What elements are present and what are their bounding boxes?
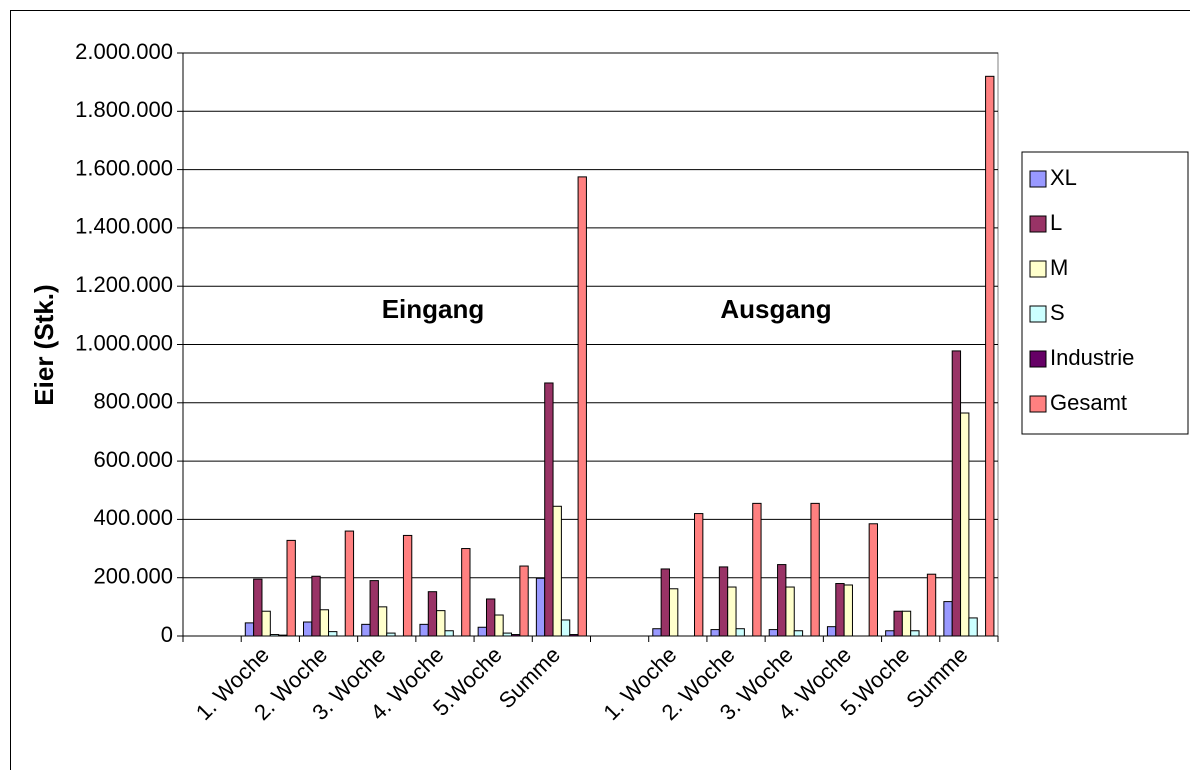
bar — [985, 75, 995, 637]
y-tick-label: 200.000 — [93, 564, 173, 589]
bar — [319, 609, 330, 637]
bar — [727, 586, 737, 637]
bar — [269, 634, 280, 637]
bar — [843, 584, 853, 637]
bar — [502, 632, 513, 637]
bar — [535, 577, 546, 637]
bar — [253, 578, 263, 637]
bar — [344, 530, 355, 637]
bar — [577, 176, 587, 637]
y-tick-label: 1.200.000 — [75, 272, 173, 297]
legend-swatch — [1029, 305, 1047, 323]
bar — [943, 601, 953, 637]
bar — [511, 634, 521, 637]
bar — [652, 628, 662, 637]
legend-swatch — [1029, 260, 1047, 278]
bar — [494, 614, 504, 637]
bar — [926, 573, 937, 637]
legend-label: Gesamt — [1050, 390, 1127, 415]
bar — [793, 630, 804, 637]
bar — [710, 629, 720, 637]
bar — [369, 580, 379, 637]
bar — [560, 619, 571, 637]
y-tick-label: 800.000 — [93, 389, 173, 414]
y-tick-label: 2.000.000 — [75, 39, 173, 64]
legend-swatch — [1029, 215, 1047, 233]
bar — [328, 631, 338, 637]
bar — [544, 382, 554, 637]
y-tick-label: 1.600.000 — [75, 155, 173, 180]
bar — [735, 628, 745, 637]
bar — [477, 626, 487, 637]
bar — [278, 634, 288, 637]
legend-swatch — [1029, 395, 1047, 413]
bar — [244, 622, 255, 637]
bar — [261, 610, 271, 637]
bar — [868, 523, 878, 637]
bar — [951, 350, 962, 637]
legend-swatch — [1029, 350, 1047, 368]
bar — [427, 591, 438, 637]
bar — [519, 565, 529, 637]
y-axis-label: Eier (Stk.) — [29, 284, 59, 405]
bar — [785, 586, 795, 637]
legend-label: L — [1050, 210, 1062, 235]
bar — [768, 629, 779, 637]
legend-label: Industrie — [1050, 345, 1134, 370]
annotation: Eingang — [382, 294, 485, 324]
legend-label: S — [1050, 300, 1065, 325]
bar — [893, 610, 903, 637]
bar — [569, 634, 579, 637]
annotation: Ausgang — [720, 294, 831, 324]
bar — [752, 502, 762, 637]
y-tick-label: 1.800.000 — [75, 97, 173, 122]
legend-label: M — [1050, 255, 1068, 280]
bar — [419, 623, 429, 637]
bar — [386, 632, 396, 637]
bar — [960, 412, 970, 637]
y-tick-label: 400.000 — [93, 505, 173, 530]
y-tick-label: 1.400.000 — [75, 214, 173, 239]
bar — [485, 598, 496, 637]
bar — [968, 617, 978, 637]
y-tick-label: 1.000.000 — [75, 330, 173, 355]
bar — [311, 575, 321, 637]
bar — [910, 630, 920, 637]
bar — [885, 630, 895, 637]
bar — [660, 568, 670, 637]
bar — [402, 534, 413, 637]
bar — [668, 588, 679, 637]
y-tick-label: 0 — [161, 622, 173, 647]
bar — [444, 630, 454, 637]
y-tick-label: 600.000 — [93, 447, 173, 472]
bar — [718, 566, 729, 637]
bar — [694, 513, 704, 637]
bar — [810, 502, 820, 637]
legend-label: XL — [1050, 165, 1077, 190]
bar — [461, 548, 471, 637]
bar — [436, 610, 446, 637]
bar — [377, 606, 388, 637]
bar — [777, 564, 787, 637]
bar — [901, 610, 912, 637]
bar — [835, 583, 845, 637]
legend-box — [1021, 151, 1189, 435]
legend-swatch — [1029, 170, 1047, 188]
bar — [552, 505, 562, 637]
bar — [826, 626, 837, 637]
bar — [286, 539, 296, 637]
bar — [303, 621, 313, 637]
bar — [361, 623, 371, 637]
